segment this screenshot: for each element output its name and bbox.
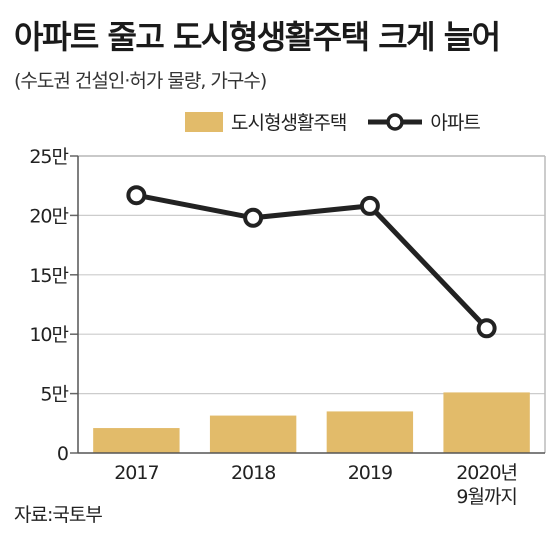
chart-title: 아파트 줄고 도시형생활주택 크게 늘어 <box>14 18 501 56</box>
line-point <box>126 185 147 206</box>
y-tick-label: 0 <box>57 443 68 465</box>
y-tick-label: 25만 <box>29 146 68 168</box>
y-tick-label: 15만 <box>29 265 68 287</box>
line-series <box>135 192 489 330</box>
x-tick-label: 2019 <box>348 462 392 484</box>
bar <box>209 415 297 453</box>
source-note: 자료:국토부 <box>14 504 103 526</box>
chart-subtitle: (수도권 건설인·허가 물량, 가구수) <box>14 70 267 92</box>
y-tick-label: 20만 <box>29 205 68 227</box>
legend-line-label: 아파트 <box>430 112 480 134</box>
bar <box>326 411 414 453</box>
bar <box>443 392 530 453</box>
bar <box>93 428 180 453</box>
y-tick-label: 5만 <box>40 384 68 406</box>
legend-line-swatch <box>368 112 423 131</box>
x-tick-label: 2018 <box>231 462 275 484</box>
x-tick-label: 2017 <box>114 462 158 484</box>
x-tick-label: 2020년 9월까지 <box>456 462 517 508</box>
legend-bar-label: 도시형생활주택 <box>231 112 347 134</box>
y-tick-label: 10만 <box>29 324 68 346</box>
line-point <box>476 318 497 339</box>
legend: 도시형생활주택 아파트 <box>185 108 481 135</box>
line-point <box>243 207 264 228</box>
line-point <box>359 195 380 216</box>
legend-bar-swatch <box>185 111 223 132</box>
